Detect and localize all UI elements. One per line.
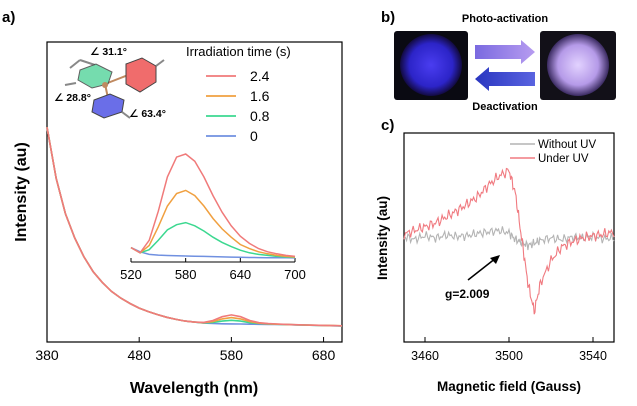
g-value-annotation: g=2.009 — [445, 287, 490, 301]
legend-c: Without UV Under UV — [510, 139, 596, 165]
inset-series-line-2-4 — [130, 153, 296, 258]
series-group-a — [46, 127, 343, 327]
series-group-c — [403, 167, 615, 315]
x-axis-label-a: Wavelength (nm) — [130, 380, 258, 397]
panel-label-b: b) — [381, 9, 395, 26]
inset-x-tick-label: 580 — [175, 267, 197, 282]
series-line-0-8 — [46, 127, 343, 327]
x-tick-label-a: 580 — [220, 347, 244, 363]
x-tick-label-c: 3540 — [579, 349, 607, 363]
x-axis-ticks-a: 380 480 580 680 — [35, 337, 335, 363]
legend-entry-2-4: 2.4 — [250, 68, 270, 84]
series-line-under-uv — [403, 167, 615, 315]
panel-label-a: a) — [2, 9, 15, 26]
x-tick-label-c: 3460 — [411, 349, 439, 363]
x-axis-label-c: Magnetic field (Gauss) — [437, 379, 581, 394]
x-axis-ticks-c: 3460 3500 3540 — [411, 337, 607, 363]
panel-label-c: c) — [381, 117, 394, 134]
angle-annotation-1: ∠ 31.1° — [90, 46, 127, 58]
inset-series-line-1-6 — [130, 189, 296, 258]
legend-entry-0: 0 — [250, 128, 258, 144]
photo-activation-label: Photo-activation — [462, 13, 548, 25]
x-tick-label-a: 680 — [312, 347, 336, 363]
legend-entry-c: Under UV — [538, 153, 589, 165]
legend-entry-0-8: 0.8 — [250, 108, 270, 124]
inset-x-tick-label: 640 — [229, 267, 251, 282]
deactivation-arrow — [475, 67, 535, 91]
panel-c: c) 3460 3500 3540 Magnetic field (Gauss) I… — [375, 117, 615, 394]
plot-frame-a — [46, 41, 343, 343]
molecule-structure — [64, 57, 165, 119]
g-value-pointer-head — [490, 255, 500, 264]
inset-x-tick-label: 520 — [120, 267, 142, 282]
sample-light-disc — [547, 34, 609, 96]
deactivation-label: Deactivation — [472, 101, 538, 113]
x-tick-label-c: 3500 — [495, 349, 523, 363]
series-line-2-4 — [46, 127, 343, 327]
y-axis-label-c: Intensity (au) — [375, 196, 390, 280]
panel-a: a) 380 480 580 680 Wavelength (nm) Intensit… — [2, 9, 343, 397]
angle-annotation-3: ∠ 63.4° — [129, 108, 166, 120]
sample-dark-disc — [400, 34, 462, 96]
legend-a: Irradiation time (s) 2.4 1.6 0.8 0 — [186, 44, 291, 144]
photo-activation-arrow — [475, 40, 535, 64]
x-tick-label-a: 480 — [128, 347, 152, 363]
panel-b: b) Photo-activation Deactivation — [381, 9, 616, 113]
g-value-pointer-line — [467, 257, 497, 281]
legend-entry-1-6: 1.6 — [250, 88, 270, 104]
legend-title-a: Irradiation time (s) — [186, 44, 291, 59]
inset-plot: 520 580 640 700 — [120, 153, 306, 282]
inset-series-line-0-8 — [130, 221, 296, 259]
angle-annotation-2: ∠ 28.8° — [54, 92, 91, 104]
x-tick-label-a: 380 — [35, 347, 59, 363]
series-line-0 — [46, 127, 343, 327]
y-axis-label-a: Intensity (au) — [13, 142, 30, 242]
inset-series-line-0 — [130, 246, 296, 259]
inset-x-tick-label: 700 — [284, 267, 306, 282]
series-line-without-uv — [403, 226, 615, 251]
series-line-1-6 — [46, 127, 343, 327]
legend-entry-c: Without UV — [538, 139, 596, 151]
